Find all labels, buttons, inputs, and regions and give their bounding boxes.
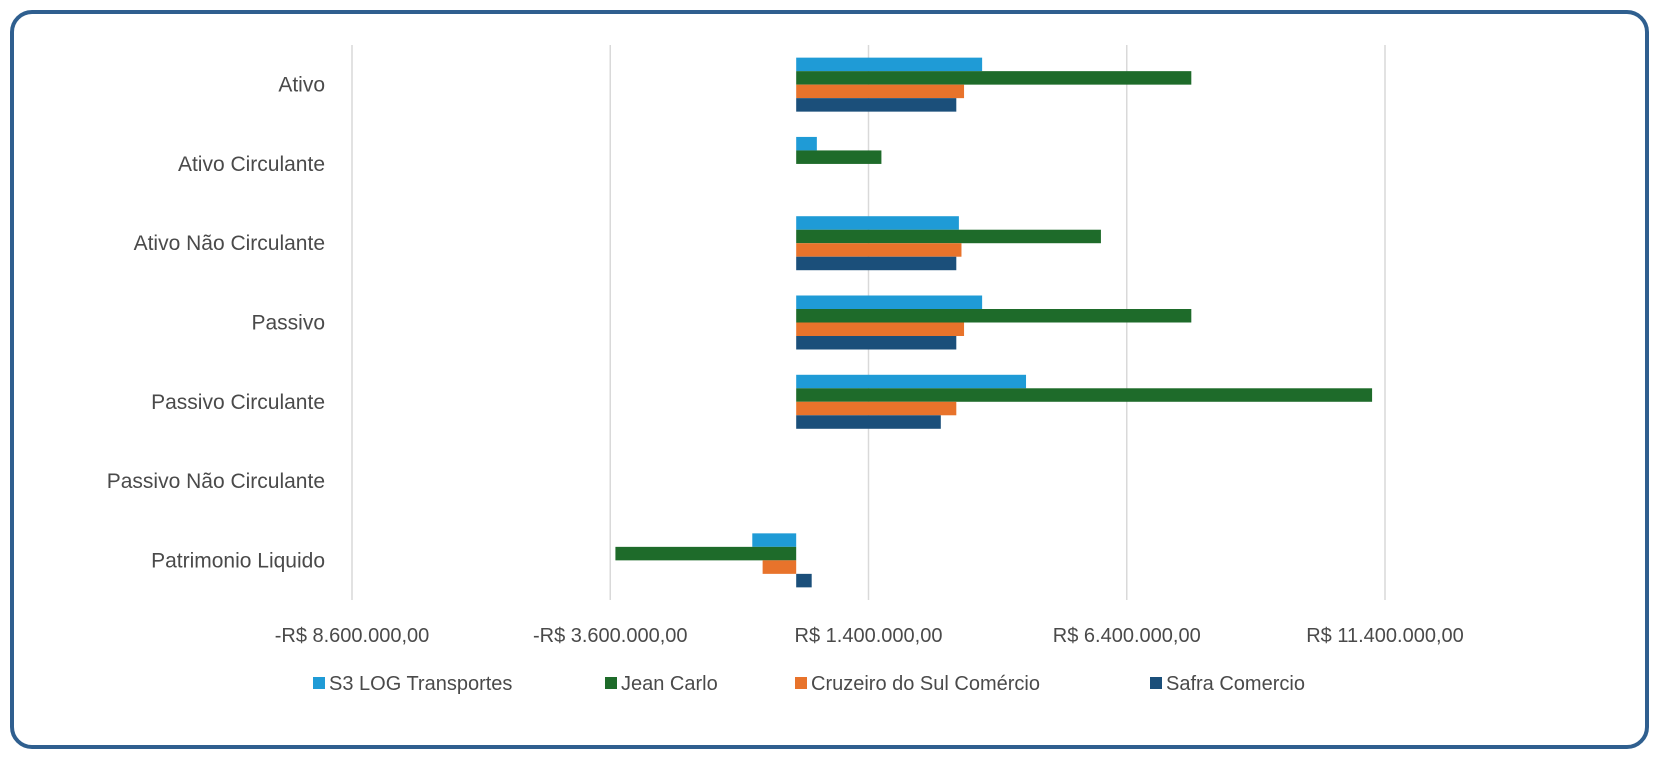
legend-label: S3 LOG Transportes (329, 673, 512, 695)
category-label: Passivo Não Circulante (107, 470, 325, 493)
category-label: Ativo Circulante (178, 153, 325, 176)
bar (796, 388, 1373, 402)
legend-swatch (313, 677, 325, 689)
legend-swatch (1150, 677, 1162, 689)
x-tick-label: -R$ 3.600.000,00 (533, 625, 688, 647)
category-label: Ativo (278, 74, 325, 97)
category-label: Passivo (251, 312, 325, 335)
x-tick-label: R$ 11.400.000,00 (1306, 625, 1464, 647)
bar (796, 573, 812, 588)
bar (796, 150, 882, 164)
legend-label: Jean Carlo (621, 673, 718, 695)
bar (615, 546, 797, 561)
bar (796, 98, 957, 112)
category-label: Passivo Circulante (151, 391, 325, 414)
bar (796, 136, 817, 151)
bar (796, 229, 1101, 244)
bar (796, 374, 1027, 389)
bar (796, 256, 957, 271)
bar (796, 57, 983, 72)
bar (796, 295, 983, 309)
bar (796, 322, 965, 336)
bar (796, 415, 941, 429)
x-tick-label: -R$ 8.600.000,00 (275, 625, 430, 647)
legend-swatch (605, 677, 617, 689)
bar (796, 401, 957, 416)
legend-swatch (795, 677, 807, 689)
x-tick-label: R$ 1.400.000,00 (795, 625, 943, 647)
bar (796, 243, 962, 257)
legend-label: Safra Comercio (1166, 673, 1305, 695)
bar (796, 84, 965, 99)
bar (762, 560, 797, 574)
x-tick-label: R$ 6.400.000,00 (1053, 625, 1201, 647)
bar (796, 336, 957, 350)
category-label: Patrimonio Liquido (151, 549, 325, 572)
bar (796, 309, 1192, 323)
legend-label: Cruzeiro do Sul Comércio (811, 673, 1040, 695)
bar (796, 216, 959, 230)
bar (752, 533, 797, 547)
category-label: Ativo Não Circulante (134, 232, 325, 255)
bar (796, 71, 1192, 85)
